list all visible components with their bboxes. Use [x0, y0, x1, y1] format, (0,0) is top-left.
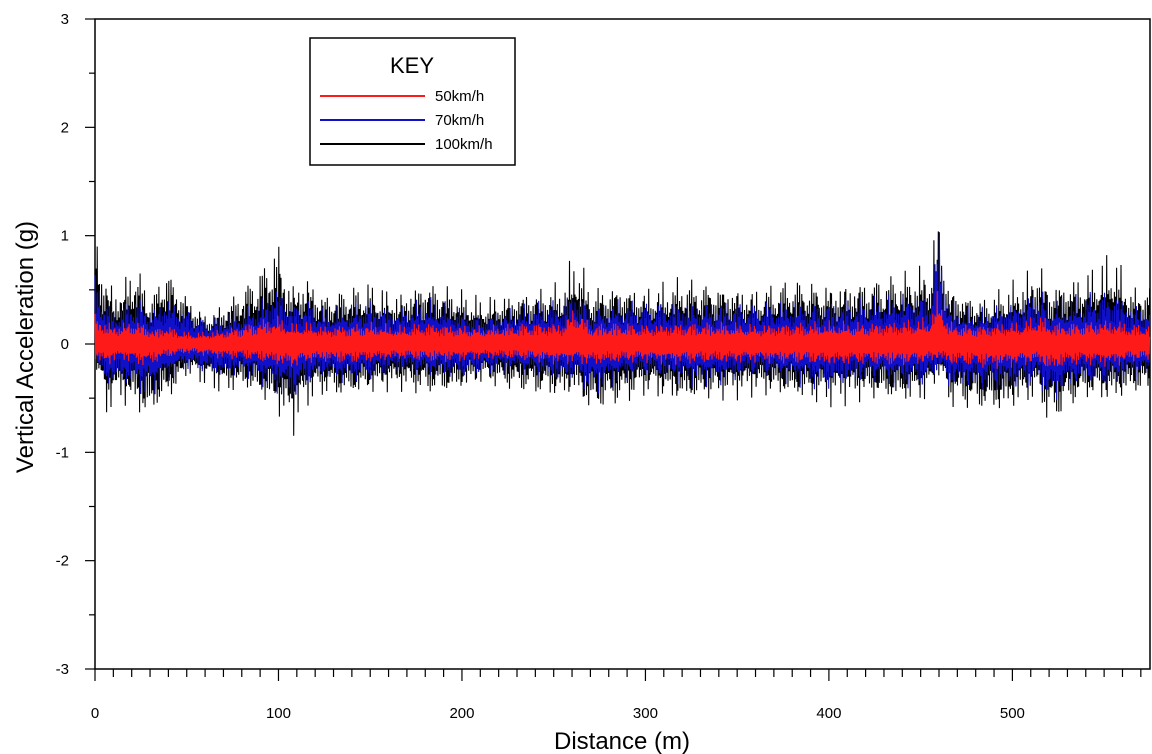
y-tick-label: 0: [61, 336, 69, 353]
legend-label: 50km/h: [435, 88, 484, 105]
series-layer: [94, 231, 1151, 436]
y-tick-label: 2: [61, 119, 69, 136]
legend-label: 100km/h: [435, 136, 493, 153]
y-tick-label: 3: [61, 11, 69, 28]
legend-label: 70km/h: [435, 112, 484, 129]
x-tick-label: 500: [1000, 705, 1025, 722]
x-tick-label: 0: [91, 705, 99, 722]
legend-title: KEY: [390, 53, 434, 78]
x-axis: 0 100 200 300 400 500: [91, 669, 1142, 722]
legend-items: 50km/h 70km/h 100km/h: [320, 88, 493, 153]
series-line-50km-h: [94, 291, 1151, 369]
y-tick-label: -1: [56, 444, 69, 461]
y-tick-label: -3: [56, 661, 69, 678]
y-tick-label: -2: [56, 553, 69, 570]
x-tick-label: 200: [449, 705, 474, 722]
x-axis-title: Distance (m): [554, 728, 690, 754]
y-axis: 3 2 1 0 -1 -2 -3: [56, 11, 95, 678]
y-axis-title: Vertical Acceleration (g): [12, 221, 39, 473]
y-tick-label: 1: [61, 228, 69, 245]
x-tick-label: 400: [816, 705, 841, 722]
legend: KEY 50km/h 70km/h 100km/h: [309, 37, 516, 166]
x-tick-label: 300: [633, 705, 658, 722]
x-tick-label: 100: [266, 705, 291, 722]
